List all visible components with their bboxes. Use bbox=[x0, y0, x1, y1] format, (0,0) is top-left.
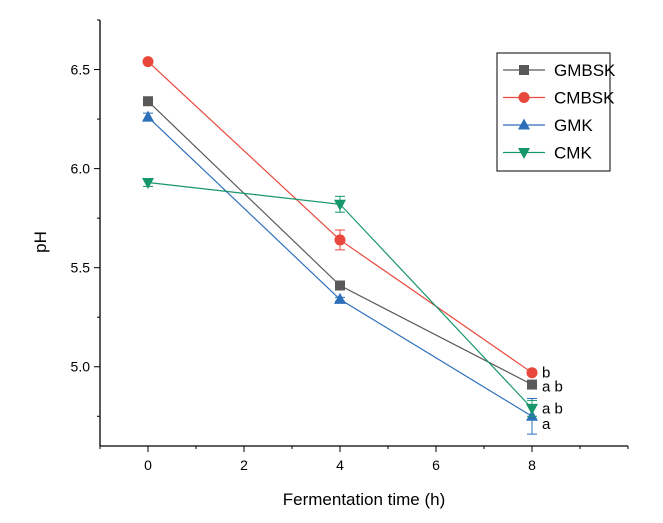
x-tick-label: 6 bbox=[432, 457, 440, 473]
x-tick-label: 2 bbox=[240, 457, 248, 473]
data-point-gmk bbox=[142, 110, 154, 122]
data-point-gmbsk bbox=[527, 379, 537, 390]
y-tick-label: 6.0 bbox=[71, 161, 91, 177]
data-point-cmbsk bbox=[334, 234, 346, 246]
data-point-cmk bbox=[334, 199, 346, 211]
legend-marker-gmbsk bbox=[519, 65, 529, 75]
data-point-gmbsk bbox=[335, 280, 345, 291]
legend-label-cmk: CMK bbox=[554, 144, 592, 163]
data-point-cmbsk bbox=[526, 367, 538, 379]
data-point-cmbsk bbox=[142, 56, 154, 68]
x-tick-label: 8 bbox=[528, 457, 536, 473]
significance-label: a b bbox=[542, 379, 563, 396]
data-point-gmbsk bbox=[143, 96, 153, 107]
legend-label-gmk: GMK bbox=[554, 116, 593, 135]
legend-marker-cmk bbox=[518, 148, 530, 159]
legend-box bbox=[496, 52, 611, 172]
legend-marker-gmk bbox=[518, 118, 530, 130]
x-tick-label: 4 bbox=[336, 457, 344, 473]
legend-marker-cmbsk bbox=[518, 92, 530, 103]
y-tick-label: 5.0 bbox=[71, 359, 91, 375]
x-axis-title: Fermentation time (h) bbox=[283, 490, 446, 509]
legend-label-gmbsk: GMBSK bbox=[554, 61, 616, 80]
y-axis-title: pH bbox=[31, 231, 50, 253]
significance-label: b bbox=[542, 365, 550, 382]
data-point-cmk bbox=[142, 177, 154, 189]
y-tick-label: 6.5 bbox=[71, 62, 91, 78]
x-tick-label: 0 bbox=[144, 457, 152, 473]
data-point-gmk bbox=[334, 292, 346, 304]
y-tick-label: 5.5 bbox=[71, 260, 91, 276]
legend-label-cmbsk: CMBSK bbox=[554, 89, 615, 108]
data-point-cmk bbox=[526, 403, 538, 415]
significance-label: a bbox=[542, 416, 551, 433]
significance-label: a b bbox=[542, 400, 563, 417]
